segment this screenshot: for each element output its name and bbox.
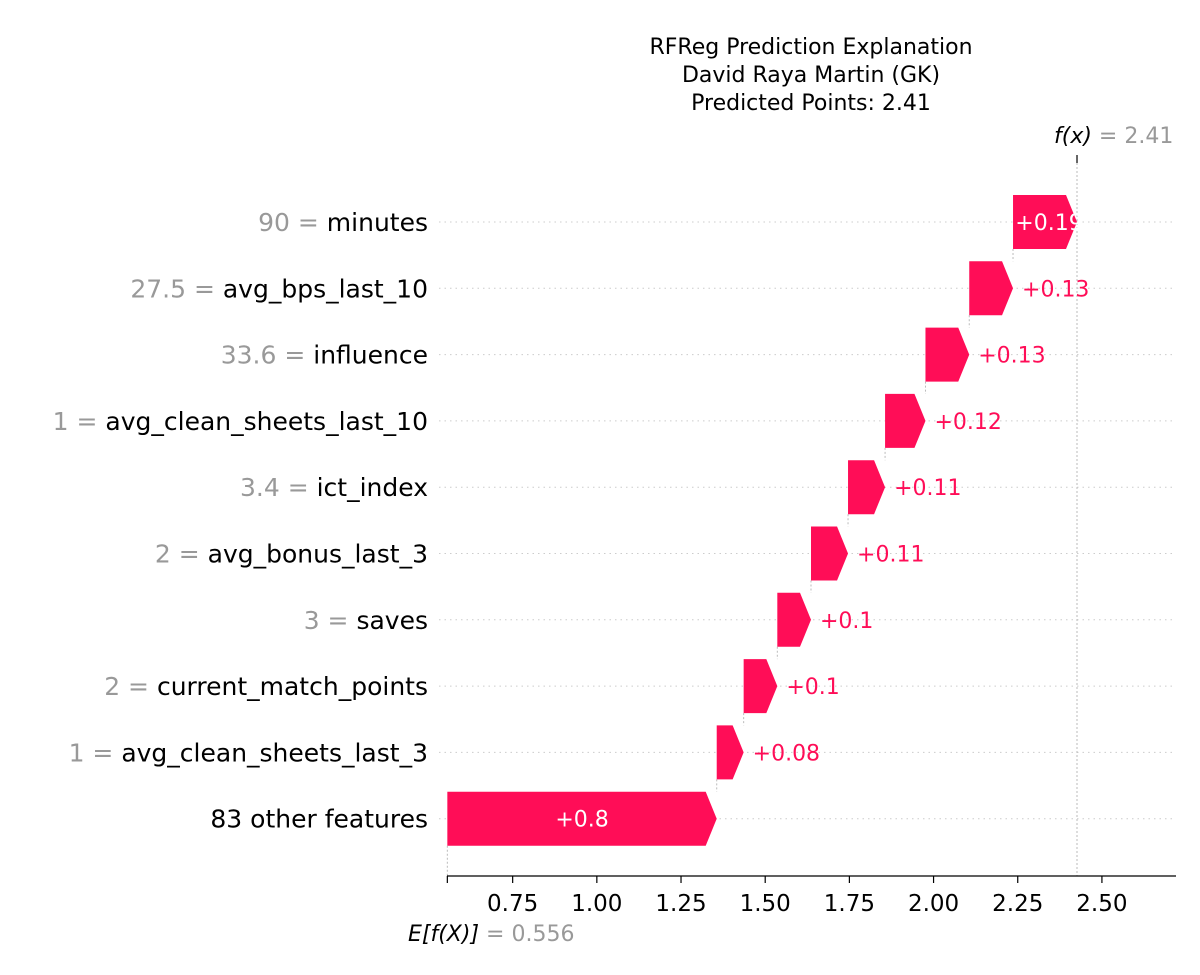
feature-labels: 90 = minutes 27.5 = avg_bps_last_10 33.6 =… [53,208,428,834]
waterfall-bar [925,327,970,382]
prediction-symbol: f(x) [1054,124,1092,149]
feature-value: 3 = [304,606,357,635]
feature-name: avg_clean_sheets_last_10 [105,407,428,436]
feature-name: minutes [327,208,428,237]
chart-title: RFReg Prediction Explanation David Raya … [649,35,972,116]
x-tick-label: 1.75 [824,891,875,917]
annotations: E[f(X)] = 0.556 f(x) = 2.41 [408,124,1173,947]
feature-name: current_match_points [157,672,428,701]
x-tick-label: 1.50 [740,891,791,917]
feature-label: 3.4 = ict_index [240,473,428,502]
waterfall-bar [848,460,886,515]
feature-value: 27.5 = [130,274,223,303]
feature-name: ict_index [317,473,428,502]
base-value-text: = 0.556 [479,922,574,947]
feature-value: 1 = [69,738,122,767]
waterfall-bar [743,659,778,714]
connector-lines [446,155,1078,876]
feature-name: avg_bonus_last_3 [208,540,428,569]
feature-label: 2 = avg_bonus_last_3 [155,540,428,569]
feature-value: 2 = [155,540,208,569]
bars: +0.19 +0.13 +0.13 +0.12 +0.11 +0.11 +0.1 +0.1 +0… [447,195,1089,846]
row-gridlines [439,221,1176,820]
bar-value-label: +0.11 [894,476,961,501]
feature-name: avg_clean_sheets_last_3 [121,738,428,767]
feature-value: 90 = [258,208,327,237]
bar-value-label: +0.11 [857,543,924,568]
feature-name: saves [356,606,428,635]
waterfall-bar [810,526,849,581]
bar-value-label: +0.12 [934,410,1001,435]
waterfall-bar [447,791,717,846]
feature-label: 83 other features [210,805,428,834]
chart-title-line-1: RFReg Prediction Explanation [649,35,972,60]
bar-value-label: +0.13 [978,344,1045,369]
waterfall-bar [777,592,811,647]
x-tick-label: 2.50 [1076,891,1127,917]
bar-value-label: +0.13 [1022,277,1089,302]
feature-label: 1 = avg_clean_sheets_last_10 [53,407,428,436]
feature-value: 33.6 = [221,341,314,370]
expected-value-symbol: E[f(X)] [408,922,479,947]
feature-name: influence [313,341,428,370]
bar-value-label: +0.8 [555,808,608,833]
feature-label: 1 = avg_clean_sheets_last_3 [69,738,428,767]
waterfall-bar [969,261,1014,316]
waterfall-bar [885,393,926,448]
chart-title-line-3: Predicted Points: 2.41 [691,91,931,116]
feature-name: 83 other features [210,805,428,834]
feature-name: avg_bps_last_10 [223,274,428,303]
feature-label: 33.6 = influence [221,341,428,370]
base-value-annotation: E[f(X)] = 0.556 [408,922,574,947]
bar-value-label: +0.1 [820,609,873,634]
feature-value: 1 = [53,407,106,436]
x-tick-label: 0.75 [487,891,538,917]
bar-value-label: +0.1 [786,675,839,700]
bar-value-label: +0.08 [753,741,820,766]
feature-label: 27.5 = avg_bps_last_10 [130,274,428,303]
x-tick-label: 2.00 [908,891,959,917]
x-tick-label: 1.25 [655,891,706,917]
prediction-text: = 2.41 [1092,124,1173,149]
prediction-annotation: f(x) = 2.41 [1054,124,1173,149]
waterfall-bar [716,725,744,780]
x-tick-label: 2.25 [992,891,1043,917]
feature-value: 2 = [104,672,157,701]
chart-title-line-2: David Raya Martin (GK) [682,63,940,88]
waterfall-bar [1013,195,1078,249]
x-axis: 0.75 1.00 1.25 1.50 1.75 2.00 2.25 2.50 [446,875,1176,917]
feature-value: 3.4 = [240,473,317,502]
feature-label: 2 = current_match_points [104,672,428,701]
bar-value-label: +0.19 [1015,211,1082,236]
x-tick-label: 1.00 [571,891,622,917]
feature-label: 90 = minutes [258,208,428,237]
feature-label: 3 = saves [304,606,428,635]
